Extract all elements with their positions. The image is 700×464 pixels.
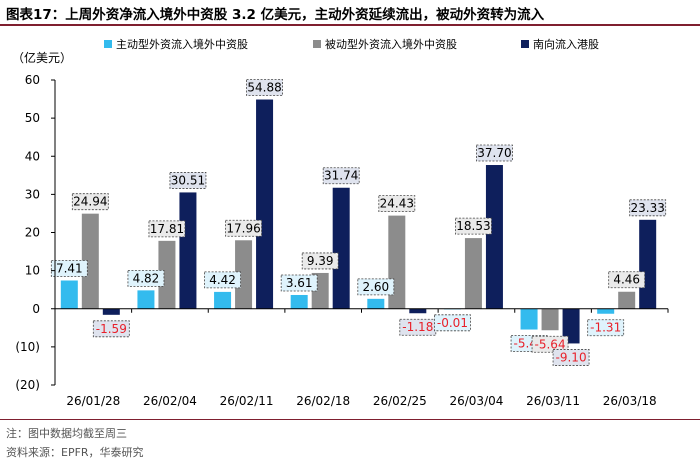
legend-label-3: 南向流入港股 <box>533 37 599 51</box>
x-tick-label: 26/03/04 <box>449 394 503 408</box>
data-label-box <box>246 79 283 96</box>
data-label-box <box>587 319 625 337</box>
data-label-box <box>71 193 109 211</box>
data-label: -5.64 <box>535 337 566 351</box>
y-tick-label: 60 <box>25 73 40 87</box>
data-label-box <box>322 167 360 185</box>
bar-s1 <box>290 294 308 309</box>
bar-s3 <box>102 308 120 315</box>
data-label-box <box>455 217 492 235</box>
data-label-box <box>608 271 646 289</box>
bar-s2 <box>81 213 99 309</box>
y-axis-label: （亿美元） <box>12 50 72 65</box>
x-tick-label: 26/02/11 <box>220 394 274 408</box>
data-label: 4.42 <box>209 273 236 287</box>
data-label-box <box>434 314 471 332</box>
data-label: 54.88 <box>247 81 281 95</box>
bar-s3 <box>485 165 503 309</box>
data-label-box <box>50 260 88 277</box>
bar-s1 <box>597 308 615 314</box>
data-label-box <box>531 335 569 353</box>
x-tick-label: 26/03/11 <box>526 394 580 408</box>
legend-swatch-2 <box>313 40 321 48</box>
bar-s2 <box>464 238 482 309</box>
legend-label-1: 主动型外资流入境外中资股 <box>116 37 248 51</box>
legend-swatch-3 <box>521 40 529 48</box>
bar-s1 <box>367 298 385 309</box>
data-label: 4.46 <box>613 273 640 287</box>
legend-label-2: 被动型外资流入境外中资股 <box>325 37 457 51</box>
legend-swatch-1 <box>104 40 112 48</box>
data-label: 23.33 <box>631 201 665 215</box>
data-label-box <box>357 278 395 296</box>
x-tick-label: 26/01/28 <box>66 394 120 408</box>
bar-s2 <box>541 308 559 331</box>
data-label: -0.01 <box>437 316 468 330</box>
data-label: 17.81 <box>150 222 184 236</box>
data-label: 18.53 <box>456 219 490 233</box>
bar-s3 <box>562 308 580 344</box>
data-label-box <box>204 271 241 289</box>
data-label-box <box>127 269 165 287</box>
data-label-box <box>169 172 207 189</box>
data-label: 9.39 <box>307 254 334 268</box>
x-tick-label: 26/03/18 <box>603 394 657 408</box>
chart-title: 图表17：上周外资净流入境外中资股 3.2 亿美元，主动外资延续流出，被动外资转… <box>6 7 545 23</box>
y-tick-label: 10 <box>25 264 40 278</box>
data-label: 37.70 <box>477 146 511 160</box>
bar-s3 <box>639 219 657 309</box>
y-tick-label: (10) <box>15 340 40 354</box>
data-label: 3.61 <box>286 276 313 290</box>
data-label: 24.43 <box>380 197 414 211</box>
data-label-box <box>552 349 590 366</box>
x-tick-label: 26/02/18 <box>296 394 350 408</box>
data-label: 17.96 <box>226 221 260 235</box>
footnote: 注：图中数据均截至周三 <box>6 427 127 440</box>
data-label-box <box>92 320 130 338</box>
data-label: 24.94 <box>73 195 107 209</box>
y-tick-label: 40 <box>25 149 40 163</box>
bar-s1 <box>520 308 538 330</box>
bar-s3 <box>332 187 350 309</box>
title-divider <box>0 24 700 26</box>
data-label-box <box>629 199 667 217</box>
data-label-box <box>301 252 339 270</box>
y-tick-label: 50 <box>25 111 40 125</box>
bar-s1 <box>137 290 155 309</box>
data-label-box <box>476 144 513 162</box>
data-label: -9.10 <box>556 350 587 364</box>
bar-s2 <box>618 291 636 309</box>
bar-s2 <box>235 240 253 309</box>
data-label: 31.74 <box>324 169 358 183</box>
x-tick-label: 26/02/25 <box>373 394 427 408</box>
bar-chart: 主动型外资流入境外中资股 被动型外资流入境外中资股 南向流入港股 （亿美元） (20) (… <box>12 37 669 408</box>
data-label: 2.60 <box>362 280 389 294</box>
bar-s3 <box>409 308 427 314</box>
data-label: -1.31 <box>590 321 621 335</box>
data-label: -1.18 <box>402 320 433 334</box>
footer-divider <box>0 419 700 420</box>
y-tick-label: (20) <box>15 378 40 392</box>
source-note: 资料来源：EPFR，华泰研究 <box>6 446 144 459</box>
y-tick-label: 20 <box>25 226 40 240</box>
data-label: 30.51 <box>171 173 205 187</box>
data-label-box <box>280 274 318 292</box>
bar-s2 <box>158 240 176 309</box>
bar-s1 <box>214 291 232 309</box>
bar-s3 <box>179 192 197 309</box>
bar-s1 <box>60 280 78 309</box>
data-label: 7.41 <box>56 261 83 275</box>
data-label-box <box>378 195 416 213</box>
data-label: 4.82 <box>133 271 160 285</box>
bar-s3 <box>256 99 274 309</box>
x-tick-label: 26/02/04 <box>143 394 197 408</box>
data-label-box <box>148 220 186 238</box>
data-label: -1.59 <box>96 322 127 336</box>
y-tick-label: 0 <box>32 302 40 316</box>
data-label-box <box>225 219 262 237</box>
y-tick-label: 30 <box>25 187 40 201</box>
